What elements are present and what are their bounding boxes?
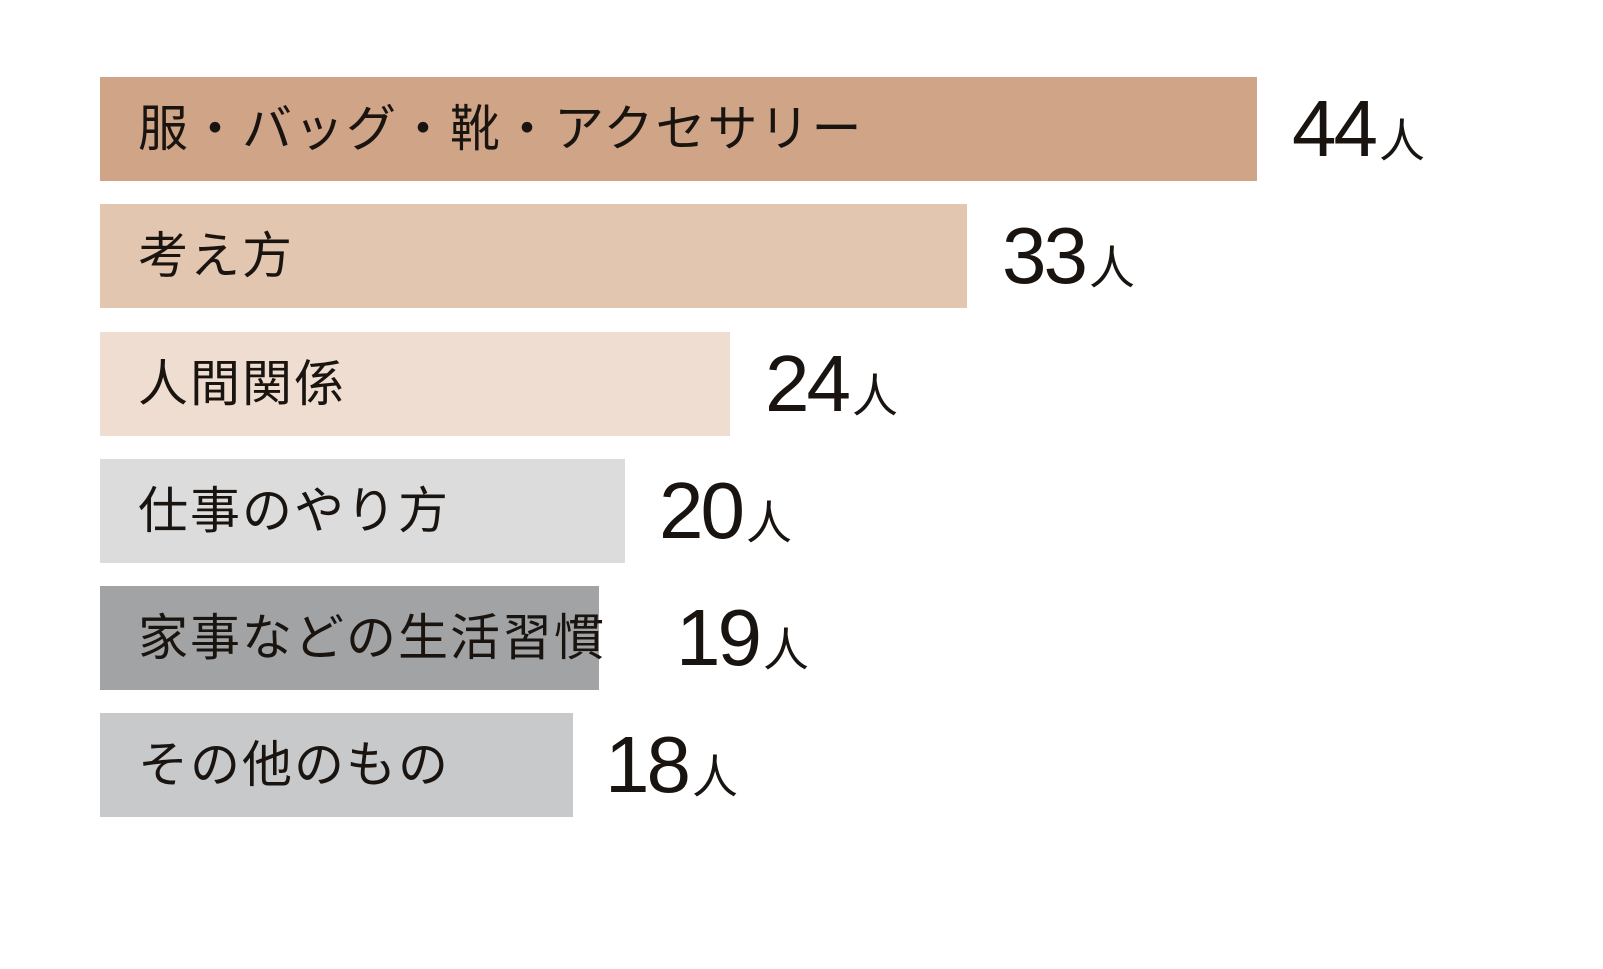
value-unit: 人: [1378, 114, 1425, 168]
value-unit: 人: [691, 750, 738, 804]
bar-value: 18 人: [605, 713, 738, 817]
bar-value: 19 人: [676, 586, 809, 690]
bar: [100, 459, 625, 563]
bar: [100, 204, 967, 308]
bar-row-clothes: 服・バッグ・靴・アクセサリー 44 人: [100, 77, 1425, 181]
bar: [100, 713, 573, 817]
bar-label: 考え方: [138, 227, 294, 285]
bar-row-relationships: 人間関係 24 人: [100, 332, 898, 436]
value-number: 44: [1292, 84, 1378, 173]
value-number: 33: [1002, 211, 1088, 300]
bar-value: 44 人: [1292, 77, 1425, 181]
value-number: 24: [765, 339, 851, 428]
bar-row-work: 仕事のやり方 20 人: [100, 459, 792, 563]
value-unit: 人: [851, 369, 898, 423]
bar-label: 家事などの生活習慣: [138, 609, 606, 667]
bar-row-housework: 家事などの生活習慣 19 人: [100, 586, 809, 690]
bar-label: 服・バッグ・靴・アクセサリー: [138, 100, 864, 158]
value-number: 20: [659, 466, 745, 555]
bar-value: 33 人: [1002, 204, 1135, 308]
bar-row-other: その他のもの 18 人: [100, 713, 738, 817]
value-number: 19: [676, 593, 762, 682]
bar: [100, 77, 1257, 181]
bar-row-thinking: 考え方 33 人: [100, 204, 1135, 308]
bar: [100, 586, 599, 690]
value-number: 18: [605, 720, 691, 809]
bar-label: 仕事のやり方: [138, 482, 450, 540]
value-unit: 人: [1088, 241, 1135, 295]
bar: [100, 332, 730, 436]
value-unit: 人: [745, 496, 792, 550]
bar-value: 20 人: [659, 459, 792, 563]
bar-value: 24 人: [765, 332, 898, 436]
value-unit: 人: [762, 623, 809, 677]
bar-label: 人間関係: [138, 355, 346, 413]
bar-label: その他のもの: [138, 736, 450, 794]
